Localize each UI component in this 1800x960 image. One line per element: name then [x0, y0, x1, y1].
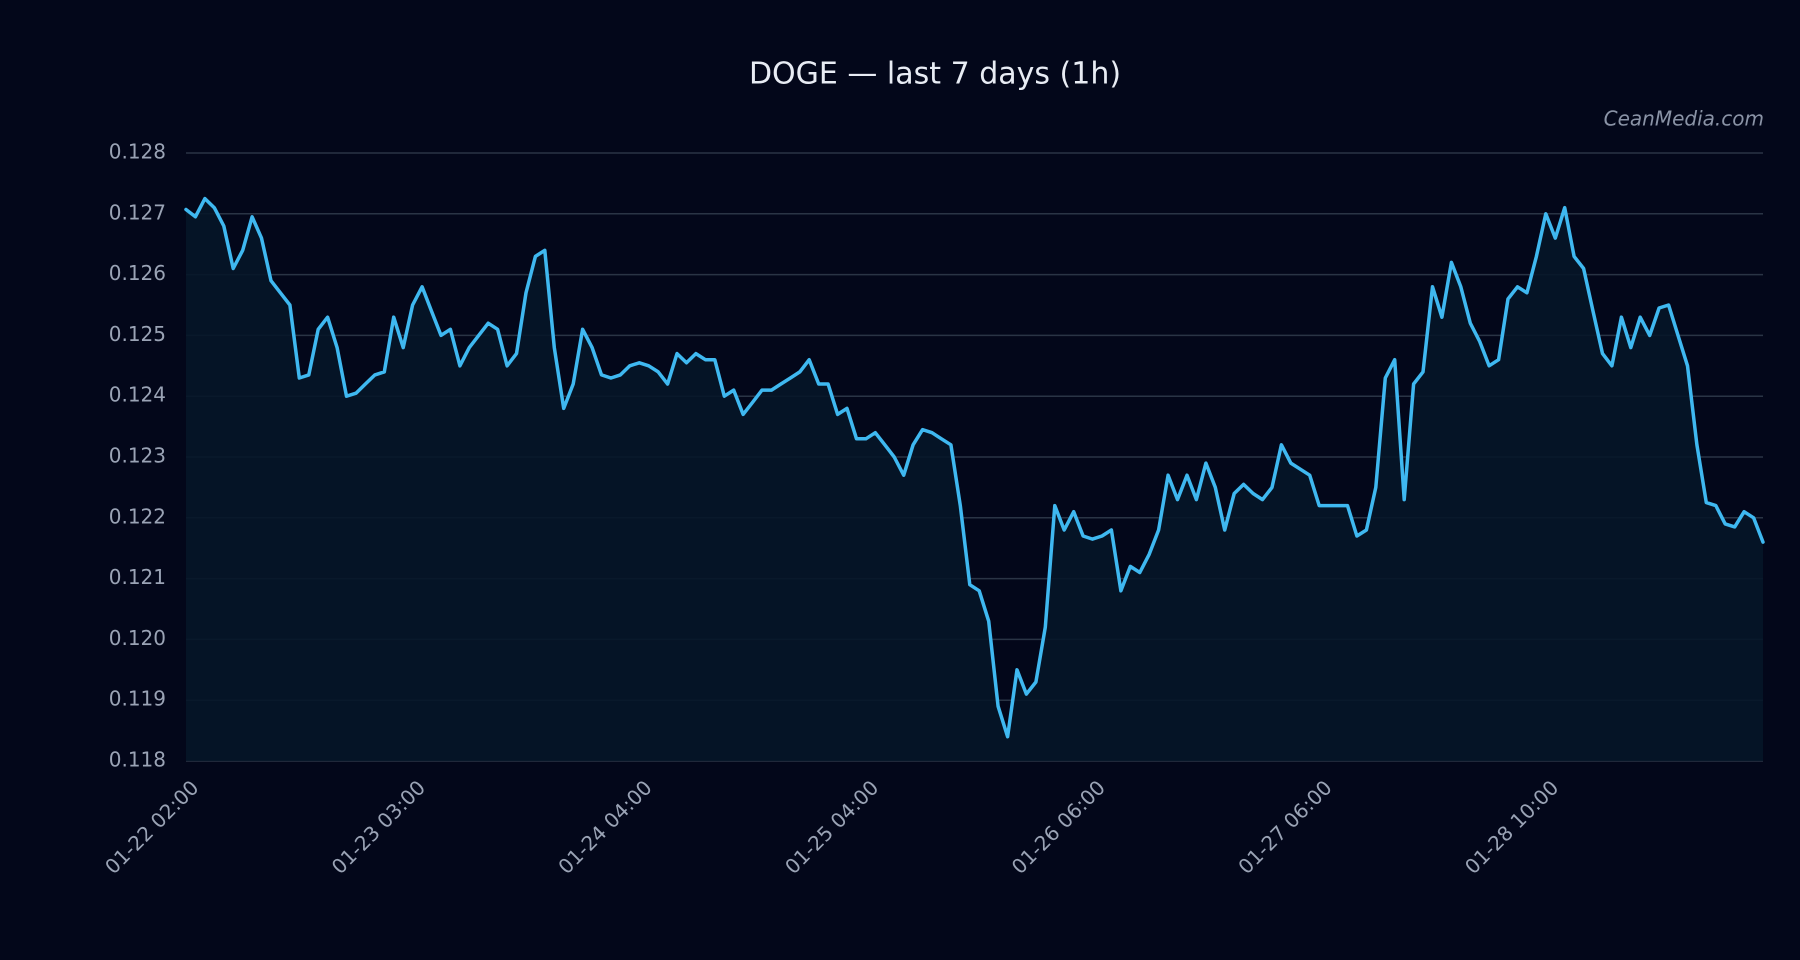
- y-tick-label: 0.118: [109, 748, 166, 772]
- x-tick-label: 01-25 04:00: [780, 775, 883, 878]
- y-tick-label: 0.127: [109, 200, 166, 224]
- y-tick-label: 0.124: [109, 383, 166, 407]
- x-tick-label: 01-24 04:00: [553, 775, 656, 878]
- y-tick-label: 0.119: [109, 687, 166, 711]
- line: [184, 196, 1765, 739]
- y-tick-label: 0.121: [109, 565, 166, 589]
- y-tick-label: 0.128: [109, 140, 166, 164]
- y-tick-label: 0.126: [109, 261, 166, 285]
- y-tick-label: 0.120: [109, 626, 166, 650]
- x-tick-label: 01-26 06:00: [1007, 775, 1110, 878]
- x-tick-label: 01-23 03:00: [327, 775, 430, 878]
- y-tick-label: 0.123: [109, 444, 166, 468]
- x-tick-label: 01-22 02:00: [100, 775, 203, 878]
- y-tick-label: 0.122: [109, 504, 166, 528]
- watermark: CeanMedia.com: [1604, 107, 1764, 131]
- chart-title: DOGE — last 7 days (1h): [749, 57, 1121, 92]
- x-tick-label: 01-27 06:00: [1233, 775, 1336, 878]
- y-tick-label: 0.125: [109, 322, 166, 346]
- x-tick-label: 01-28 10:00: [1460, 775, 1563, 878]
- area: [186, 198, 1763, 762]
